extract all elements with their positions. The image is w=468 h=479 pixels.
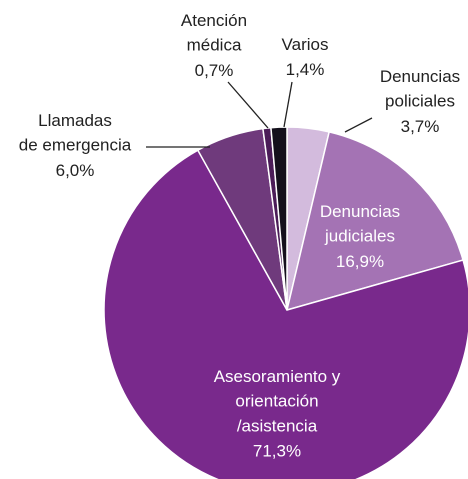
slice-label: Denuncias policiales — [380, 67, 460, 111]
label-line: Denuncias — [380, 67, 460, 86]
slice-value-label: 71,3% — [253, 442, 301, 461]
slice-value-label: 16,9% — [336, 252, 384, 271]
leader-lines — [146, 81, 373, 148]
pie-slice — [270, 126, 288, 311]
label-line: orientación — [235, 392, 318, 411]
leader-line — [344, 117, 373, 133]
label-line: médica — [187, 36, 242, 55]
leader-line — [283, 81, 293, 128]
label-line: de emergencia — [19, 136, 132, 155]
label-line: Asesoramiento y — [214, 367, 341, 386]
label-line: /asistencia — [237, 417, 318, 436]
slice-value-label: 1,4% — [286, 60, 325, 79]
slice-label: Varios — [282, 35, 329, 54]
label-line: Atención — [181, 11, 247, 30]
label-line: policiales — [385, 92, 455, 111]
slices — [103, 126, 468, 479]
label-line: Denuncias — [320, 202, 400, 221]
label-line: judiciales — [324, 227, 395, 246]
pie-slice — [285, 131, 464, 312]
leader-line — [227, 81, 269, 129]
slice-value-label: 6,0% — [56, 161, 95, 180]
label-line: Varios — [282, 35, 329, 54]
label-line: Llamadas — [38, 111, 112, 130]
slice-value-label: 0,7% — [195, 61, 234, 80]
slice-value-label: 3,7% — [401, 117, 440, 136]
slice-label: Asesoramiento y orientación/asistencia — [214, 367, 341, 435]
slice-label: Llamadas de emergencia — [19, 111, 132, 155]
slice-label: Denuncias judiciales — [320, 202, 400, 246]
slice-label: Atención médica — [181, 11, 247, 55]
